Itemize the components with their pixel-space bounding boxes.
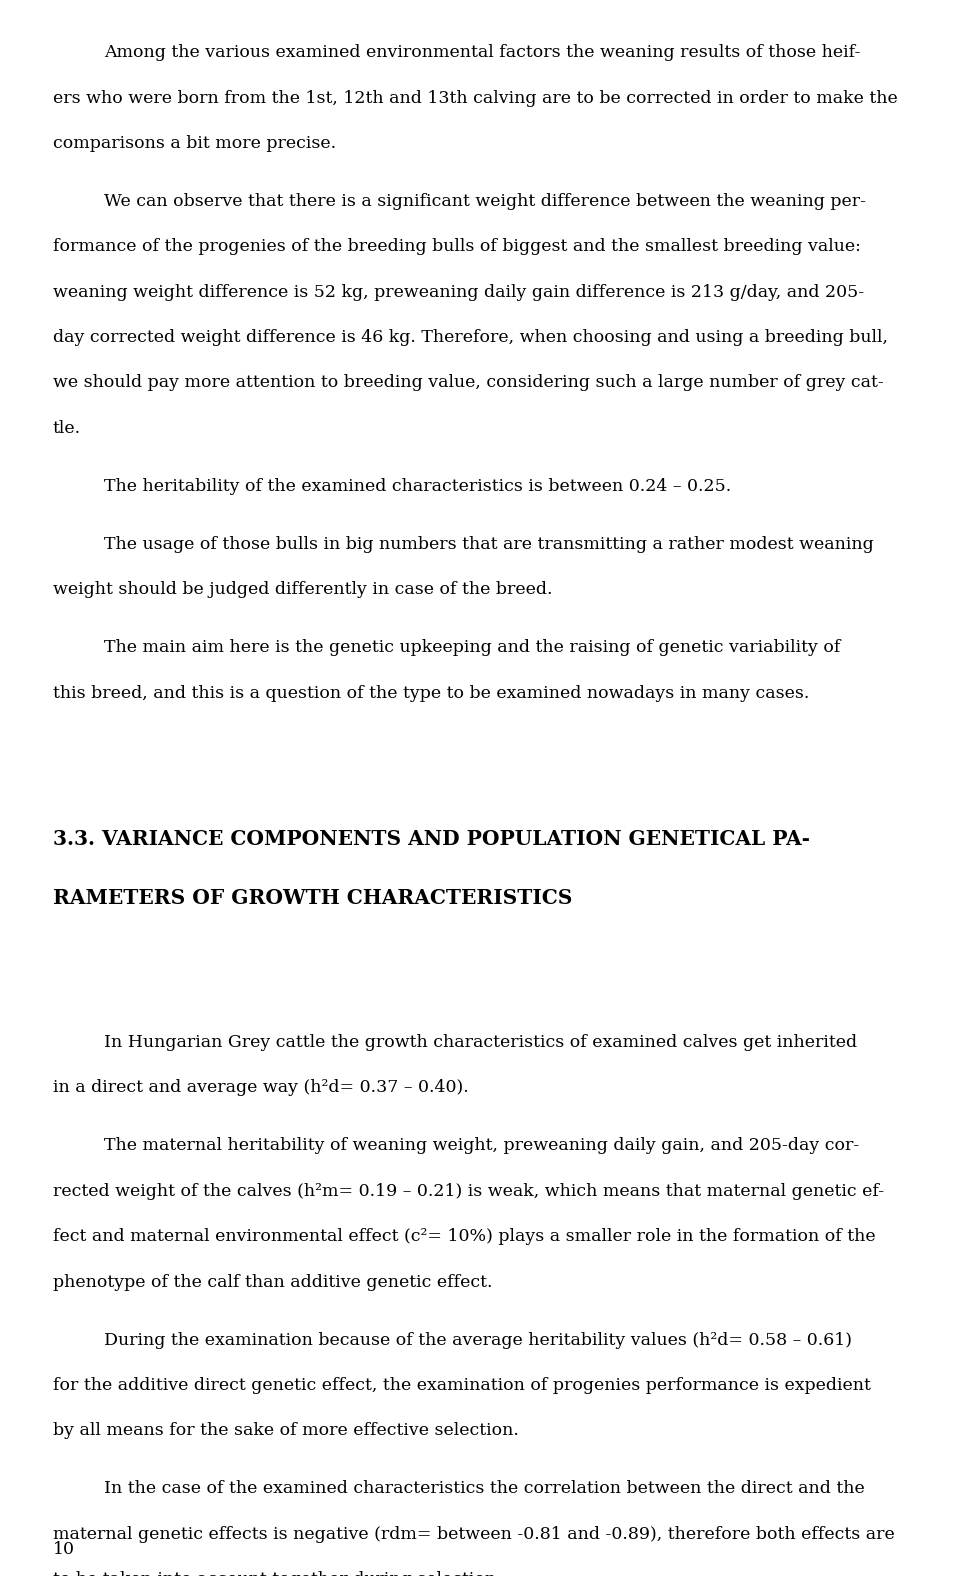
Text: we should pay more attention to breeding value, considering such a large number : we should pay more attention to breeding… xyxy=(53,375,883,391)
Text: in a direct and average way (h²d= 0.37 – 0.40).: in a direct and average way (h²d= 0.37 –… xyxy=(53,1080,468,1097)
Text: formance of the progenies of the breeding bulls of biggest and the smallest bree: formance of the progenies of the breedin… xyxy=(53,238,861,255)
Text: RAMETERS OF GROWTH CHARACTERISTICS: RAMETERS OF GROWTH CHARACTERISTICS xyxy=(53,889,572,908)
Text: phenotype of the calf than additive genetic effect.: phenotype of the calf than additive gene… xyxy=(53,1273,492,1291)
Text: weight should be judged differently in case of the breed.: weight should be judged differently in c… xyxy=(53,582,552,599)
Text: The heritability of the examined characteristics is between 0.24 – 0.25.: The heritability of the examined charact… xyxy=(104,478,731,495)
Text: ers who were born from the 1st, 12th and 13th calving are to be corrected in ord: ers who were born from the 1st, 12th and… xyxy=(53,90,898,107)
Text: by all means for the sake of more effective selection.: by all means for the sake of more effect… xyxy=(53,1422,518,1439)
Text: comparisons a bit more precise.: comparisons a bit more precise. xyxy=(53,136,336,151)
Text: In Hungarian Grey cattle the growth characteristics of examined calves get inher: In Hungarian Grey cattle the growth char… xyxy=(104,1034,857,1051)
Text: this breed, and this is a question of the type to be examined nowadays in many c: this breed, and this is a question of th… xyxy=(53,684,809,701)
Text: In the case of the examined characteristics the correlation between the direct a: In the case of the examined characterist… xyxy=(104,1480,864,1497)
Text: weaning weight difference is 52 kg, preweaning daily gain difference is 213 g/da: weaning weight difference is 52 kg, prew… xyxy=(53,284,864,301)
Text: The main aim here is the genetic upkeeping and the raising of genetic variabilit: The main aim here is the genetic upkeepi… xyxy=(104,640,840,656)
Text: day corrected weight difference is 46 kg. Therefore, when choosing and using a b: day corrected weight difference is 46 kg… xyxy=(53,329,888,347)
Text: fect and maternal environmental effect (c²= 10%) plays a smaller role in the for: fect and maternal environmental effect (… xyxy=(53,1228,876,1245)
Text: The maternal heritability of weaning weight, preweaning daily gain, and 205-day : The maternal heritability of weaning wei… xyxy=(104,1138,859,1154)
Text: maternal genetic effects is negative (rdm= between -0.81 and -0.89), therefore b: maternal genetic effects is negative (rd… xyxy=(53,1526,895,1543)
Text: to be taken into account together during selection.: to be taken into account together during… xyxy=(53,1571,501,1576)
Text: tle.: tle. xyxy=(53,419,81,437)
Text: Among the various examined environmental factors the weaning results of those he: Among the various examined environmental… xyxy=(104,44,860,61)
Text: During the examination because of the average heritability values (h²d= 0.58 – 0: During the examination because of the av… xyxy=(104,1332,852,1349)
Text: 3.3. VARIANCE COMPONENTS AND POPULATION GENETICAL PA-: 3.3. VARIANCE COMPONENTS AND POPULATION … xyxy=(53,829,810,849)
Text: rected weight of the calves (h²m= 0.19 – 0.21) is weak, which means that materna: rected weight of the calves (h²m= 0.19 –… xyxy=(53,1182,884,1199)
Text: for the additive direct genetic effect, the examination of progenies performance: for the additive direct genetic effect, … xyxy=(53,1377,871,1393)
Text: We can observe that there is a significant weight difference between the weaning: We can observe that there is a significa… xyxy=(104,192,866,210)
Text: The usage of those bulls in big numbers that are transmitting a rather modest we: The usage of those bulls in big numbers … xyxy=(104,536,874,553)
Text: 10: 10 xyxy=(53,1541,75,1559)
